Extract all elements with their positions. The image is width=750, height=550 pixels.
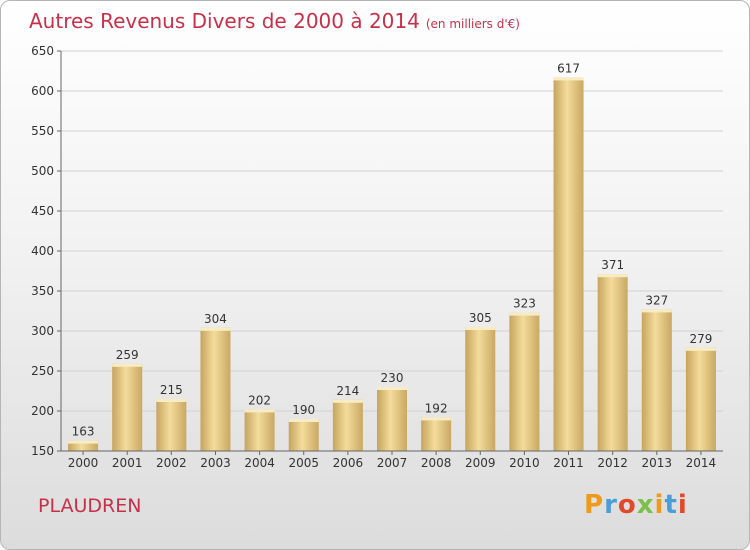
bar-top [244, 409, 275, 413]
bar-top [421, 417, 452, 421]
bar [641, 309, 672, 451]
bar-top [641, 309, 672, 313]
x-tick-label: 2014 [686, 456, 717, 470]
bar-top [553, 77, 584, 81]
bar-value-label: 371 [601, 258, 624, 272]
bar [156, 399, 187, 451]
bar [200, 327, 231, 451]
bar-value-label: 327 [645, 293, 668, 307]
y-tick-label: 450 [31, 204, 54, 218]
bar [288, 419, 319, 451]
y-tick-label: 600 [31, 84, 54, 98]
bar [509, 312, 540, 451]
bar [68, 440, 99, 451]
bar-value-label: 163 [72, 425, 95, 439]
bar-top [112, 363, 143, 367]
y-tick-label: 150 [31, 444, 54, 458]
y-tick-label: 200 [31, 404, 54, 418]
bar [685, 347, 716, 451]
bar-top [156, 399, 187, 402]
bar-top [377, 387, 407, 390]
bar [597, 274, 628, 451]
chart-subtitle: (en milliers d'€) [425, 17, 520, 31]
x-tick-label: 2008 [421, 456, 452, 470]
bar-value-label: 304 [204, 312, 227, 326]
y-tick-label: 300 [31, 324, 54, 338]
bar [421, 417, 452, 451]
bar-value-label: 305 [469, 311, 492, 325]
x-tick-label: 2010 [509, 456, 540, 470]
x-tick-label: 2011 [553, 456, 584, 470]
bar-top [68, 440, 99, 444]
bar-top [597, 274, 628, 278]
bar [244, 409, 275, 451]
x-tick-label: 2007 [377, 456, 408, 470]
bar [112, 363, 143, 451]
x-tick-label: 2003 [200, 456, 231, 470]
commune-name: PLAUDREN [38, 495, 142, 517]
x-tick-label: 2005 [288, 456, 319, 470]
x-tick-label: 2006 [333, 456, 364, 470]
x-tick-label: 2013 [642, 456, 673, 470]
chart-title: Autres Revenus Divers de 2000 à 2014 (en … [29, 9, 520, 33]
bar [465, 327, 496, 451]
y-tick-label: 500 [31, 164, 54, 178]
bar-top [509, 312, 540, 316]
x-tick-label: 2012 [597, 456, 628, 470]
bar-value-label: 214 [336, 384, 359, 398]
chart-title-text: Autres Revenus Divers de 2000 à 2014 [29, 9, 420, 33]
bar-value-label: 279 [689, 332, 712, 346]
y-tick-label: 400 [31, 244, 54, 258]
bar-value-label: 259 [116, 348, 139, 362]
y-tick-label: 250 [31, 364, 54, 378]
bar-value-label: 192 [425, 401, 448, 415]
y-tick-label: 550 [31, 124, 54, 138]
x-tick-label: 2000 [68, 456, 99, 470]
bar-value-label: 215 [160, 383, 183, 397]
bar [553, 77, 584, 452]
bar-top [465, 327, 496, 330]
bar [377, 387, 407, 451]
bar-value-label: 617 [557, 61, 580, 75]
bar-top [200, 327, 231, 331]
bar-value-label: 230 [381, 371, 404, 385]
x-tick-label: 2001 [112, 456, 143, 470]
bar-top [685, 347, 716, 351]
bar-value-label: 190 [292, 403, 315, 417]
x-tick-label: 2009 [465, 456, 496, 470]
bar-top [288, 419, 319, 422]
bar-value-label: 323 [513, 297, 536, 311]
bar [332, 399, 363, 451]
proxiti-logo: Proxiti [584, 490, 688, 520]
x-tick-label: 2002 [156, 456, 187, 470]
bar-value-label: 202 [248, 393, 271, 407]
x-tick-label: 2004 [244, 456, 275, 470]
y-tick-label: 350 [31, 284, 54, 298]
y-tick-label: 650 [31, 44, 54, 58]
bar-top [332, 399, 363, 403]
